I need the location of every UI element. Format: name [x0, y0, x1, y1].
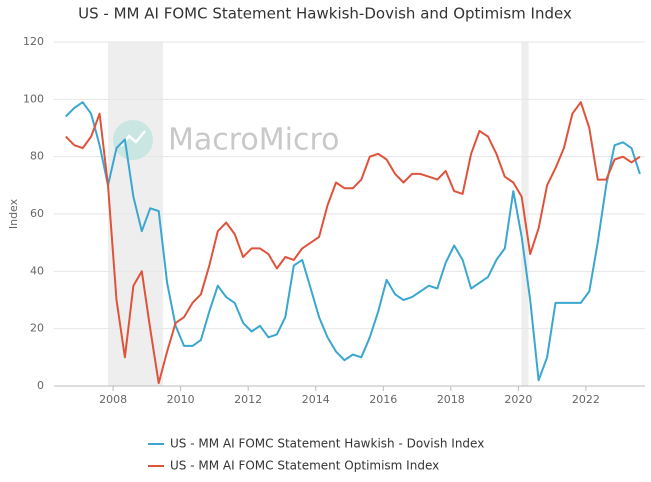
x-tick-label: 2012 — [234, 393, 262, 406]
y-tick-label: 80 — [30, 150, 44, 163]
x-tick-label: 2010 — [167, 393, 195, 406]
y-axis-label: Index — [7, 198, 20, 229]
legend-label: US - MM AI FOMC Statement Optimism Index — [170, 459, 439, 473]
watermark: MacroMicro — [113, 120, 340, 160]
y-tick-label: 120 — [23, 35, 44, 48]
watermark-text: MacroMicro — [168, 123, 340, 158]
y-tick-label: 100 — [23, 92, 44, 105]
y-tick-label: 0 — [37, 379, 44, 392]
series-line — [65, 101, 641, 382]
y-tick-label: 60 — [30, 207, 44, 220]
series-line — [65, 101, 641, 385]
y-tick-label: 20 — [30, 322, 44, 335]
x-tick-label: 2014 — [302, 393, 330, 406]
x-tick-label: 2018 — [437, 393, 465, 406]
chart-title: US - MM AI FOMC Statement Hawkish-Dovish… — [78, 5, 572, 23]
legend-label: US - MM AI FOMC Statement Hawkish - Dovi… — [170, 437, 484, 451]
x-tick-label: 2016 — [369, 393, 397, 406]
x-tick-label: 2020 — [504, 393, 532, 406]
y-tick-label: 40 — [30, 264, 44, 277]
x-tick-label: 2022 — [572, 393, 600, 406]
x-tick-label: 2008 — [99, 393, 127, 406]
